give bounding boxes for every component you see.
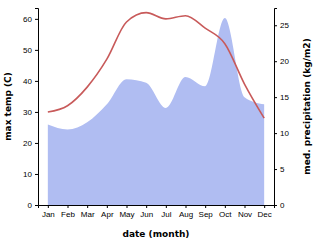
tick: 30 xyxy=(23,108,38,117)
tick-mark xyxy=(274,133,277,134)
temperature-line xyxy=(48,13,264,118)
tick: 10 xyxy=(274,129,289,138)
axis-line xyxy=(275,9,278,206)
tick: 25 xyxy=(274,21,289,30)
tick: 20 xyxy=(23,139,38,148)
tick-label: 10 xyxy=(280,129,289,138)
tick-mark xyxy=(166,205,167,208)
tick-mark xyxy=(274,169,277,170)
tick: 5 xyxy=(274,165,285,174)
axis-line xyxy=(39,206,275,209)
tick-mark xyxy=(35,174,38,175)
tick: Jun xyxy=(140,205,153,219)
axis-line xyxy=(35,9,39,206)
chart: Jan Feb Mar Apr May Jun Jul Aug Sep Oct Nov Dec 0 10 2… xyxy=(0,0,318,242)
tick-label: 20 xyxy=(23,139,32,148)
tick-mark xyxy=(274,97,277,98)
tick: Nov xyxy=(238,205,252,219)
tick: Sep xyxy=(199,205,214,219)
tick-mark xyxy=(35,205,38,206)
tick-mark xyxy=(35,143,38,144)
x-axis-title: date (month) xyxy=(123,229,190,239)
tick-mark xyxy=(127,205,128,208)
tick-label: 5 xyxy=(280,165,285,174)
tick: May xyxy=(119,205,134,219)
tick-mark xyxy=(87,205,88,208)
tick: Dec xyxy=(258,205,272,219)
tick-mark xyxy=(225,205,226,208)
y-axis: 0 10 20 30 40 50 60 xyxy=(23,9,38,211)
x-axis: Jan Feb Mar Apr May Jun Jul Aug Sep Oct Nov Dec xyxy=(39,205,275,219)
tick-mark xyxy=(274,25,277,26)
y-axis-title: max temp (C) xyxy=(3,72,13,141)
tick-label: 10 xyxy=(23,170,32,179)
tick: 20 xyxy=(274,57,289,66)
tick: Apr xyxy=(101,205,114,219)
tick-label: 20 xyxy=(280,57,289,66)
tick: 0 xyxy=(28,201,38,210)
tick-mark xyxy=(48,205,49,208)
tick-mark xyxy=(186,205,187,208)
tick-label: Nov xyxy=(238,210,252,219)
tick-mark xyxy=(274,61,277,62)
tick: 15 xyxy=(274,93,289,102)
tick: Jul xyxy=(161,205,171,219)
y2-axis-title: med. precipitation (kg/m2) xyxy=(302,38,312,174)
y2-axis: 0 5 10 15 20 25 xyxy=(274,9,289,211)
tick-mark xyxy=(146,205,147,208)
marks xyxy=(48,13,264,205)
tick: 40 xyxy=(23,77,38,86)
tick-mark xyxy=(35,19,38,20)
tick-mark xyxy=(35,81,38,82)
tick-label: 50 xyxy=(23,46,32,55)
tick: 0 xyxy=(274,201,285,210)
tick-label: Jul xyxy=(161,210,171,219)
tick-mark xyxy=(35,112,38,113)
tick: Oct xyxy=(219,205,232,219)
tick-mark xyxy=(245,205,246,208)
tick-label: 0 xyxy=(28,201,33,210)
tick-mark xyxy=(205,205,206,208)
tick-label: Jun xyxy=(140,210,153,219)
tick: Mar xyxy=(81,205,95,219)
tick-label: Jan xyxy=(42,210,55,219)
tick-label: May xyxy=(119,210,134,219)
tick-label: Apr xyxy=(101,210,114,219)
tick-mark xyxy=(274,205,277,206)
tick-label: Mar xyxy=(81,210,95,219)
tick: Feb xyxy=(61,205,75,219)
plot-area: Jan Feb Mar Apr May Jun Jul Aug Sep Oct Nov Dec 0 10 2… xyxy=(23,9,289,219)
tick-label: Sep xyxy=(199,210,214,219)
tick-label: 15 xyxy=(280,93,289,102)
tick: Jan xyxy=(42,205,55,219)
tick-label: 40 xyxy=(23,77,32,86)
tick-mark xyxy=(107,205,108,208)
tick-label: Aug xyxy=(179,210,193,219)
tick: Aug xyxy=(179,205,193,219)
tick-label: 0 xyxy=(280,201,285,210)
tick-mark xyxy=(35,50,38,51)
tick: 60 xyxy=(23,15,38,24)
precipitation-area xyxy=(48,18,264,205)
tick-label: 30 xyxy=(23,108,32,117)
tick-mark xyxy=(264,205,265,208)
tick-label: 25 xyxy=(280,21,289,30)
tick: 10 xyxy=(23,170,38,179)
tick: 50 xyxy=(23,46,38,55)
tick-label: Feb xyxy=(61,210,75,219)
tick-mark xyxy=(68,205,69,208)
tick-label: 60 xyxy=(23,15,32,24)
tick-label: Dec xyxy=(258,210,272,219)
tick-label: Oct xyxy=(219,210,232,219)
